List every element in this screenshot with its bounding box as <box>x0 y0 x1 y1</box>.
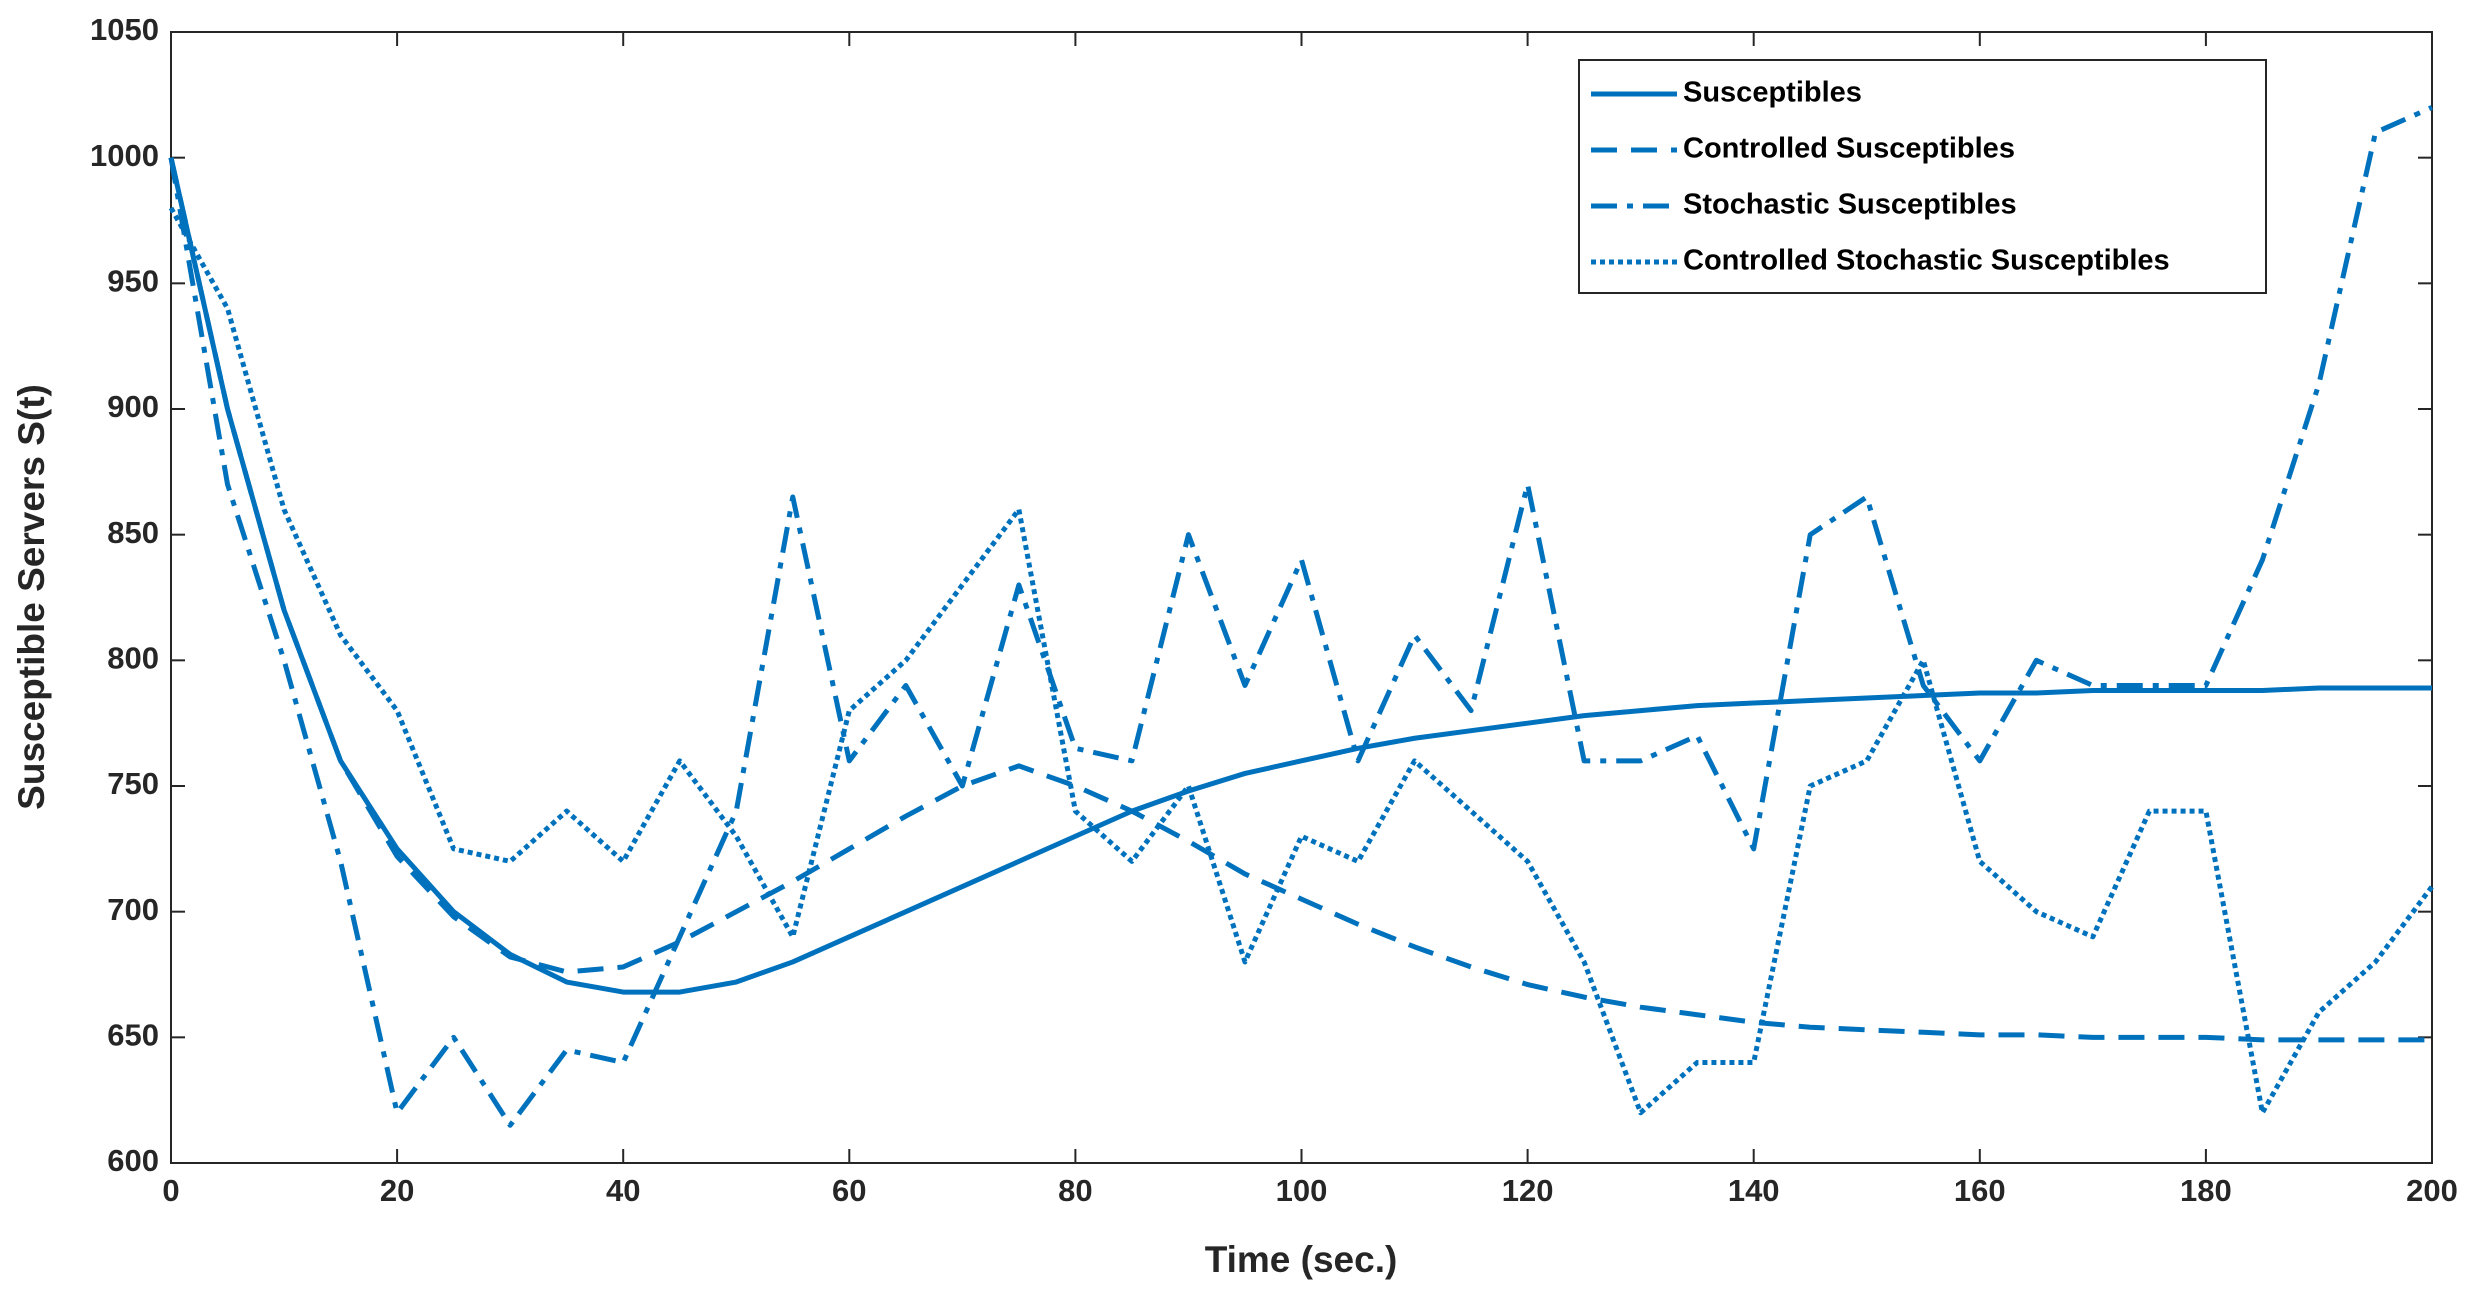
x-tick-label: 0 <box>162 1173 179 1208</box>
legend-label: Stochastic Susceptibles <box>1683 189 2017 221</box>
y-tick-label: 850 <box>107 515 159 550</box>
x-tick-label: 180 <box>2180 1173 2232 1208</box>
x-tick-label: 40 <box>606 1173 640 1208</box>
y-tick-label: 750 <box>107 766 159 801</box>
x-tick-label: 140 <box>1728 1173 1780 1208</box>
legend-label: Controlled Stochastic Susceptibles <box>1683 245 2170 277</box>
y-tick-label: 950 <box>107 264 159 299</box>
y-tick-label: 1050 <box>90 12 159 47</box>
x-tick-label: 160 <box>1954 1173 2006 1208</box>
series-line <box>168 206 2435 1116</box>
legend-label: Susceptibles <box>1683 77 1862 109</box>
y-tick-label: 650 <box>107 1018 159 1053</box>
series-line <box>168 105 2434 1128</box>
x-axis-label: Time (sec.) <box>1205 1239 1398 1280</box>
legend-box <box>1578 59 2267 294</box>
x-tick-label: 100 <box>1276 1173 1328 1208</box>
y-tick-label: 800 <box>107 641 159 676</box>
y-tick-label: 1000 <box>90 138 159 173</box>
x-tick-label: 60 <box>832 1173 866 1208</box>
series-line <box>168 157 2432 1043</box>
y-tick-label: 900 <box>107 389 159 424</box>
x-tick-label: 80 <box>1058 1173 1092 1208</box>
series-line <box>168 157 2432 995</box>
x-tick-label: 120 <box>1502 1173 1554 1208</box>
y-tick-label: 600 <box>107 1143 159 1178</box>
y-tick-label: 700 <box>107 892 159 927</box>
legend-label: Controlled Susceptibles <box>1683 133 2015 165</box>
x-tick-label: 200 <box>2406 1173 2458 1208</box>
x-tick-label: 20 <box>380 1173 414 1208</box>
y-axis-label: Susceptible Servers S(t) <box>11 384 52 810</box>
